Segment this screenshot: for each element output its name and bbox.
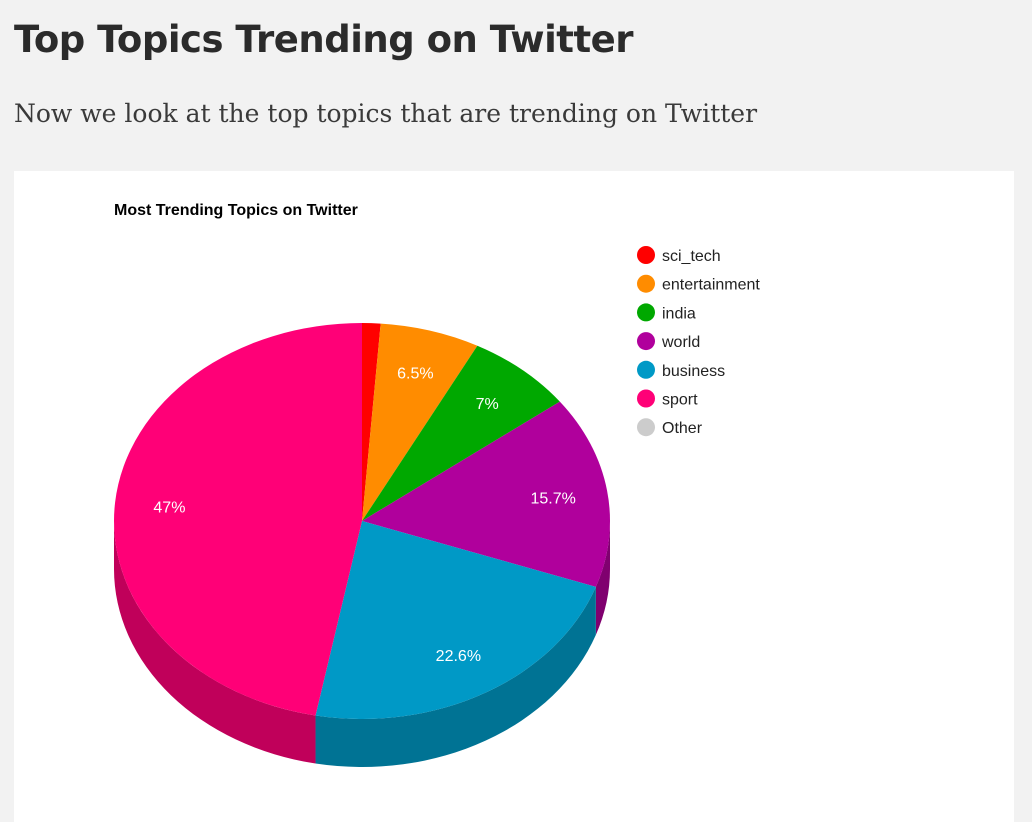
legend-label: business xyxy=(662,363,725,380)
pie-slice-business[interactable] xyxy=(315,521,596,719)
page-title: Top Topics Trending on Twitter xyxy=(14,18,634,61)
legend-item-business[interactable]: business xyxy=(637,360,725,380)
legend-swatch xyxy=(637,303,655,322)
legend-swatch xyxy=(637,274,655,293)
page-subtitle: Now we look at the top topics that are t… xyxy=(14,99,758,128)
pie-slice-sci-tech[interactable] xyxy=(362,323,381,521)
pie-slice-entertainment[interactable] xyxy=(362,323,478,521)
legend-swatch xyxy=(637,246,655,264)
pie-slice-sport[interactable] xyxy=(114,323,362,716)
pie-labels: 6.5% 7% 15.7% 22.6% 47% xyxy=(153,366,575,665)
legend-item-other[interactable]: Other xyxy=(637,418,703,437)
legend-item-sport[interactable]: sport xyxy=(637,389,698,409)
legend-label: sci_tech xyxy=(662,248,721,265)
pie-top xyxy=(114,323,610,719)
legend: sci_tech entertainment india world business s… xyxy=(637,246,760,437)
slice-label-sport: 47% xyxy=(153,499,185,516)
pie-slice-world[interactable] xyxy=(362,401,610,587)
legend-item-india[interactable]: india xyxy=(637,303,696,322)
legend-item-entertainment[interactable]: entertainment xyxy=(637,274,760,294)
legend-swatch xyxy=(637,418,655,437)
slice-label-india: 7% xyxy=(476,396,499,413)
legend-item-world[interactable]: world xyxy=(637,332,700,351)
legend-label: Other xyxy=(662,420,703,437)
legend-swatch xyxy=(637,332,655,351)
pie-side-business xyxy=(315,586,596,767)
chart-card: Most Trending Topics on Twitter 6.5% 7% 15… xyxy=(14,171,1014,822)
slice-label-entertainment: 6.5% xyxy=(397,366,433,383)
legend-label: world xyxy=(661,334,700,351)
pie-side-sport xyxy=(114,521,316,764)
chart-title: Most Trending Topics on Twitter xyxy=(114,202,358,219)
slice-label-business: 22.6% xyxy=(436,648,481,665)
legend-swatch xyxy=(637,389,655,408)
legend-label: entertainment xyxy=(662,277,760,294)
legend-swatch xyxy=(637,360,655,379)
legend-label: india xyxy=(662,305,696,322)
slice-label-world: 15.7% xyxy=(530,490,575,507)
pie-chart: Most Trending Topics on Twitter 6.5% 7% 15… xyxy=(114,202,760,767)
legend-label: sport xyxy=(662,392,698,409)
pie-side-world xyxy=(595,521,610,635)
pie-slice-india[interactable] xyxy=(362,345,560,521)
pie-sides xyxy=(114,521,610,767)
legend-item-sci-tech[interactable]: sci_tech xyxy=(637,246,721,265)
